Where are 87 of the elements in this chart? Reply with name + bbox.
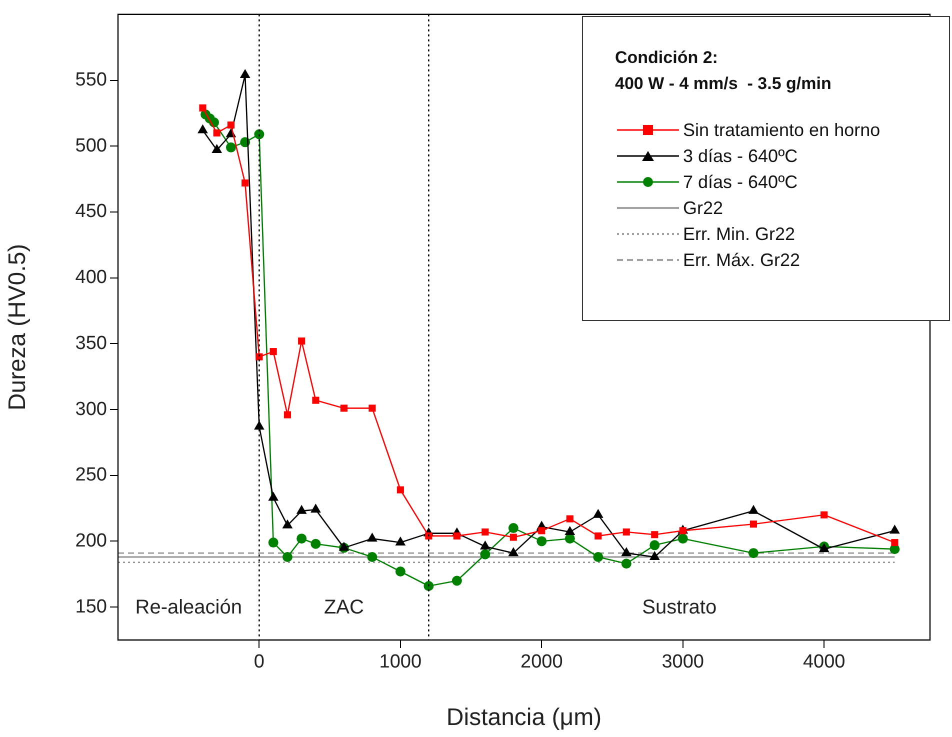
point <box>367 552 378 562</box>
point <box>242 179 249 187</box>
point <box>368 404 376 412</box>
point <box>296 534 307 544</box>
y-tick-label: 150 <box>75 596 107 618</box>
point <box>198 124 208 134</box>
point <box>396 486 404 494</box>
x-tick-label: 0 <box>254 652 265 673</box>
annotation: ZAC <box>324 596 364 619</box>
point <box>268 538 278 548</box>
point <box>395 566 406 577</box>
point <box>508 523 518 534</box>
point <box>453 532 460 540</box>
point <box>650 540 660 550</box>
point <box>594 532 602 540</box>
point <box>678 534 688 544</box>
point <box>298 337 306 345</box>
point <box>312 396 320 404</box>
x-tick-label: 2000 <box>520 652 563 673</box>
point <box>538 527 546 534</box>
annotation: Sustrato <box>642 596 717 619</box>
x-tick-label: 1000 <box>379 652 422 673</box>
point <box>227 121 235 129</box>
point <box>649 551 660 560</box>
point <box>199 104 206 112</box>
point <box>310 504 321 513</box>
x-axis-title: Distancia (μm) <box>446 704 602 732</box>
legend-title: Condición 2: 400 W - 4 mm/s - 3.5 g/min <box>615 47 832 95</box>
point <box>536 536 547 546</box>
point <box>566 515 574 522</box>
point <box>621 547 632 556</box>
point <box>480 549 490 560</box>
point <box>621 558 632 569</box>
y-tick-label: 400 <box>75 267 107 288</box>
point <box>340 404 348 412</box>
point <box>282 552 292 562</box>
point <box>284 411 291 418</box>
legend-label: Sin tratamiento en horno <box>683 120 880 140</box>
legend-label: 7 días - 640ºC <box>683 172 798 192</box>
point <box>424 581 434 591</box>
point <box>452 576 462 586</box>
x-tick-label: 3000 <box>662 652 704 673</box>
y-tick-label: 450 <box>75 201 107 222</box>
y-axis-title: Dureza (HV0.5) <box>4 244 32 411</box>
point <box>890 524 900 534</box>
point <box>748 548 758 558</box>
point <box>510 534 517 541</box>
point <box>270 348 277 356</box>
point <box>268 492 279 501</box>
annotation: Re-aleación <box>135 596 242 619</box>
point <box>366 532 378 542</box>
point <box>564 534 575 544</box>
legend-label: Err. Min. Gr22 <box>683 224 796 244</box>
point <box>891 539 898 546</box>
point <box>592 508 604 518</box>
point <box>212 144 222 154</box>
point <box>213 129 220 136</box>
point <box>622 528 630 536</box>
y-tick-label: 200 <box>75 530 107 552</box>
legend-label: Err. Máx. Gr22 <box>683 250 800 270</box>
point <box>226 142 236 152</box>
point <box>425 532 432 540</box>
point <box>679 527 686 534</box>
point <box>508 547 519 556</box>
point <box>593 552 604 562</box>
point <box>310 538 321 549</box>
point <box>482 528 489 536</box>
y-tick-label: 500 <box>75 135 107 156</box>
y-tick-label: 250 <box>75 464 107 486</box>
legend-label: Gr22 <box>683 198 724 218</box>
point <box>254 129 264 140</box>
point <box>750 520 758 528</box>
point <box>480 540 490 550</box>
point <box>282 519 293 528</box>
y-tick-label: 550 <box>75 69 107 90</box>
point <box>651 531 658 538</box>
x-tick-label: 4000 <box>802 652 846 673</box>
y-tick-label: 350 <box>75 332 107 354</box>
point <box>564 526 576 535</box>
legend-label: 3 días - 640ºC <box>683 146 798 166</box>
point <box>256 353 263 360</box>
point <box>296 504 307 514</box>
y-tick-label: 300 <box>75 398 107 420</box>
point <box>240 68 250 78</box>
point <box>820 511 828 518</box>
point <box>395 536 406 546</box>
point <box>748 504 759 514</box>
